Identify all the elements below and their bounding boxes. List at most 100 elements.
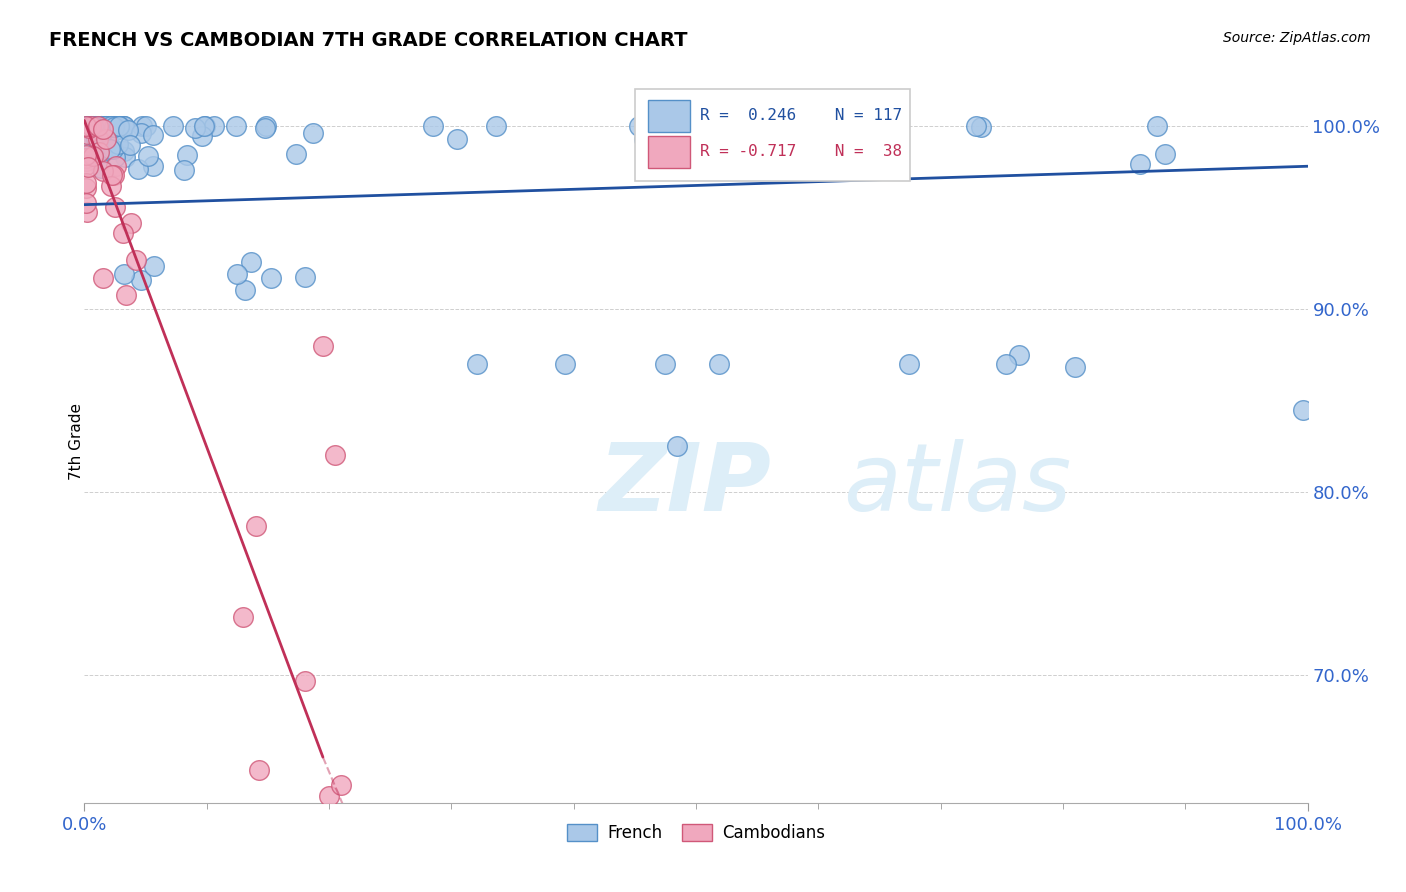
Point [90, 119, 112, 133]
Point [79, 138, 101, 153]
Point [627, 119, 650, 133]
Point [77, 119, 100, 133]
Point [1154, 147, 1177, 161]
Point [75, 158, 97, 172]
Text: ZIP: ZIP [598, 439, 770, 531]
Point [859, 129, 882, 144]
Point [98, 142, 121, 156]
Point [285, 147, 308, 161]
Point [994, 357, 1017, 371]
Point [225, 119, 247, 133]
Point [294, 674, 316, 689]
Point [100, 119, 122, 133]
Point [254, 119, 277, 133]
Point [709, 357, 731, 371]
Legend: French, Cambodians: French, Cambodians [560, 817, 832, 848]
Point [104, 150, 127, 164]
Point [127, 162, 149, 177]
Point [89, 134, 111, 148]
Point [93, 119, 115, 133]
Point [422, 119, 444, 133]
Point [202, 119, 225, 133]
Point [120, 216, 142, 230]
Point [225, 267, 247, 281]
Point [110, 122, 132, 136]
Point [120, 138, 142, 153]
Point [82, 134, 104, 148]
Text: atlas: atlas [842, 440, 1071, 531]
Point [96, 125, 118, 139]
Point [253, 120, 276, 135]
Point [114, 288, 136, 302]
Point [245, 519, 267, 533]
Point [142, 128, 165, 143]
Point [465, 357, 488, 371]
Point [90, 161, 112, 175]
Point [143, 259, 166, 273]
Point [173, 162, 195, 177]
Point [79, 120, 101, 135]
Point [76, 119, 98, 133]
Point [695, 127, 717, 141]
Point [75, 153, 97, 168]
Point [112, 119, 135, 133]
Point [86, 119, 108, 133]
Point [83, 119, 105, 133]
Point [1064, 360, 1087, 375]
Point [80, 119, 103, 133]
Point [665, 119, 688, 133]
Point [323, 448, 346, 462]
Point [131, 119, 153, 133]
Point [75, 195, 97, 210]
Point [666, 439, 689, 453]
Point [75, 136, 97, 151]
Point [898, 357, 921, 371]
Text: R =  0.246    N = 117: R = 0.246 N = 117 [700, 108, 901, 123]
Point [312, 338, 335, 352]
Point [103, 119, 125, 133]
Point [75, 147, 97, 161]
Point [114, 150, 136, 164]
Point [650, 133, 672, 147]
Point [176, 148, 198, 162]
Point [86, 119, 108, 133]
Point [90, 119, 112, 133]
Point [884, 125, 907, 139]
Point [142, 160, 165, 174]
Point [125, 252, 148, 267]
Point [96, 132, 118, 146]
Point [75, 181, 97, 195]
Point [103, 142, 125, 156]
Point [318, 789, 340, 804]
Point [135, 119, 157, 133]
Point [93, 119, 115, 133]
Point [108, 119, 131, 133]
Point [129, 126, 152, 140]
Point [294, 269, 316, 284]
Point [82, 119, 104, 133]
Point [260, 270, 283, 285]
Point [91, 270, 114, 285]
Point [77, 136, 100, 151]
Y-axis label: 7th Grade: 7th Grade [69, 403, 83, 480]
Point [90, 146, 112, 161]
Point [82, 119, 104, 133]
Point [232, 610, 254, 624]
Point [654, 357, 676, 371]
Point [100, 178, 122, 193]
Point [108, 119, 131, 133]
Point [90, 119, 112, 133]
Point [112, 267, 135, 281]
FancyBboxPatch shape [648, 100, 690, 132]
Point [1146, 119, 1168, 133]
Point [820, 119, 842, 133]
Point [104, 119, 127, 133]
Point [86, 122, 108, 136]
Point [84, 135, 107, 149]
Point [94, 136, 117, 150]
Point [162, 119, 184, 133]
Text: FRENCH VS CAMBODIAN 7TH GRADE CORRELATION CHART: FRENCH VS CAMBODIAN 7TH GRADE CORRELATIO… [49, 31, 688, 50]
Point [191, 129, 214, 144]
Point [184, 120, 207, 135]
Point [485, 119, 508, 133]
